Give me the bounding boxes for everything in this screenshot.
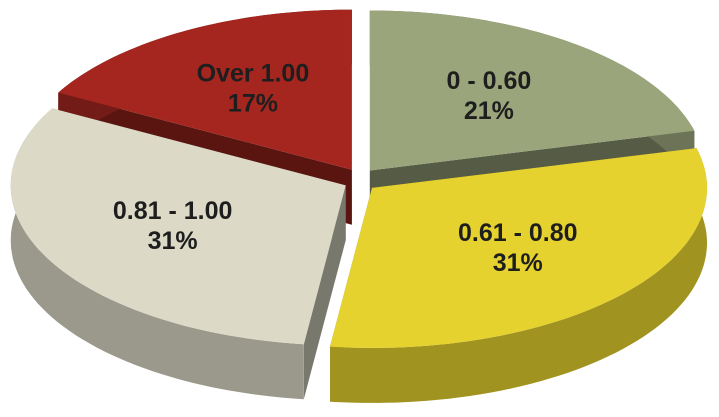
slice-value-label: 31% <box>148 227 198 255</box>
slice <box>330 148 707 348</box>
slice-wall <box>10 108 304 400</box>
slice-value-label: 17% <box>228 89 278 117</box>
slice-wall <box>330 148 707 403</box>
slice-category-label: 0.81 - 1.00 <box>113 197 233 225</box>
slice-category-label: 0.61 - 0.80 <box>458 219 578 247</box>
slice <box>58 9 352 170</box>
slice <box>10 108 346 345</box>
slice-value-label: 21% <box>464 97 514 125</box>
slice-category-label: 0 - 0.60 <box>447 67 532 95</box>
slice-side <box>303 185 346 400</box>
slice-value-label: 31% <box>493 249 543 277</box>
slice-category-label: Over 1.00 <box>197 59 310 87</box>
slice <box>369 10 695 171</box>
